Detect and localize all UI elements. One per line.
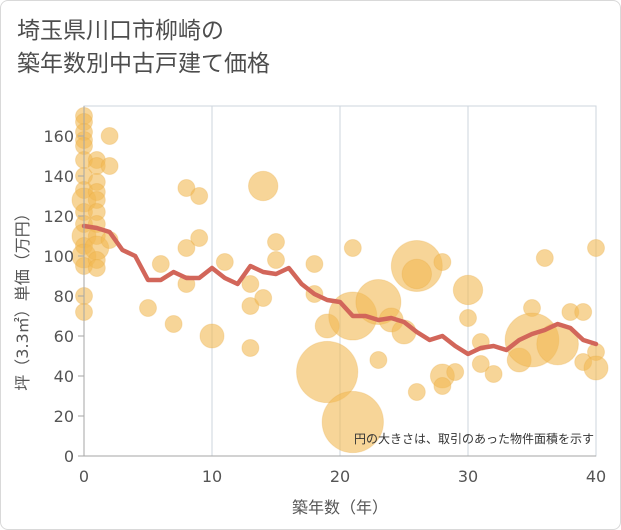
y-tick-label: 20 [54,407,74,426]
size-legend-note: 円の大きさは、取引のあった物件面積を示す [354,431,594,446]
x-tick-label: 30 [458,467,478,486]
data-bubble [215,253,234,271]
data-bubble [87,259,106,277]
data-bubble [296,340,359,404]
axes: 0 10 20 30 40 0 20 40 60 80 100 120 140 160 [43,106,606,486]
data-bubble [151,255,170,273]
data-bubble [401,258,433,290]
data-bubble [484,365,503,383]
data-bubble [254,289,273,307]
data-bubble [452,274,484,306]
y-tick-label: 60 [54,327,74,346]
data-bubble [433,377,452,395]
data-bubble [100,127,119,145]
y-tick-label: 160 [43,127,74,146]
data-bubble [321,390,384,454]
data-bubble [177,239,196,257]
y-tick-label: 40 [54,367,74,386]
data-bubble [407,383,426,401]
x-tick-label: 0 [79,467,89,486]
data-bubble [199,323,225,349]
y-tick-label: 80 [54,287,74,306]
average-price-line [81,223,599,357]
data-bubble [100,157,119,175]
data-bubble [164,315,183,333]
data-bubble [241,339,260,357]
chart-title: 埼玉県川口市柳崎の 築年数別中古戸建て価格 [17,15,270,81]
x-tick-label: 20 [330,467,350,486]
data-bubble [446,363,465,381]
x-axis-label: 築年数（年） [292,498,388,517]
data-bubble [369,351,388,369]
data-bubble [433,253,452,271]
data-bubble [459,309,477,327]
y-tick-label: 0 [64,447,74,466]
y-tick-label: 120 [43,207,74,226]
data-bubble [305,255,324,273]
data-bubble [471,355,490,373]
data-bubble [190,187,209,205]
data-bubble [241,297,260,315]
y-tick-label: 140 [43,167,74,186]
data-bubble [535,249,554,267]
chart-title-line-2: 築年数別中古戸建て価格 [17,51,270,77]
chart-title-line-1: 埼玉県川口市柳崎の [17,18,224,44]
data-bubble [267,251,285,269]
y-tick-label: 100 [43,247,74,266]
x-tick-label: 40 [586,467,606,486]
data-bubble [587,239,605,257]
trend-layer [81,223,599,357]
data-bubble [583,355,609,381]
data-bubble [190,229,209,247]
y-axis-label: 坪（3.3㎡）単価（万円） [13,205,32,390]
data-bubble [267,233,285,251]
data-bubble [177,179,196,197]
data-bubble [241,275,260,293]
data-bubble [574,303,593,321]
data-bubble [343,239,362,257]
data-bubble [139,299,157,317]
x-tick-label: 10 [202,467,222,486]
data-bubble [247,170,279,202]
